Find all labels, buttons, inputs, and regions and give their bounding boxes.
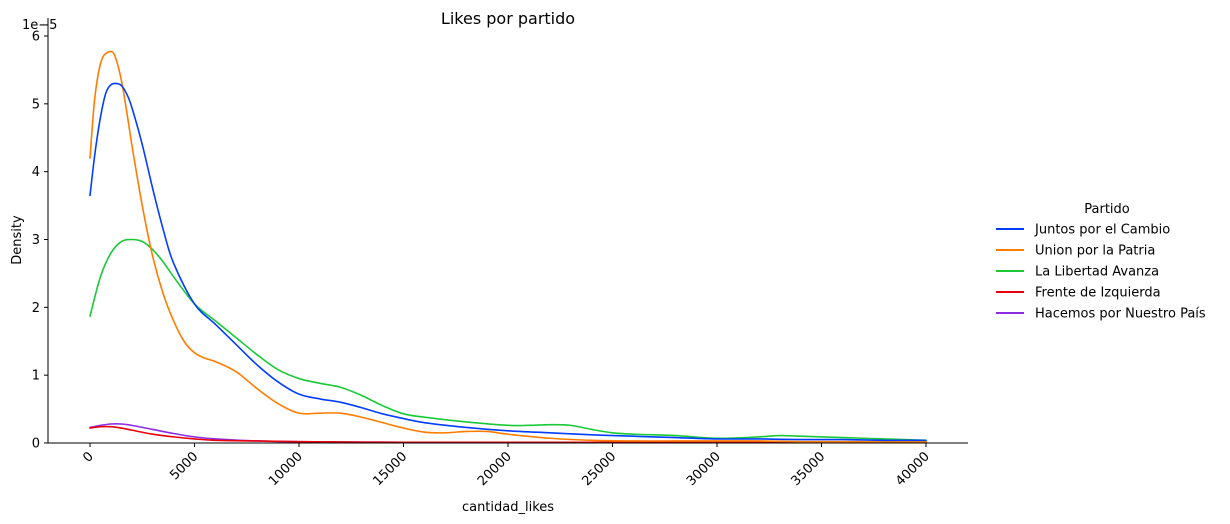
series-lines	[89, 50, 927, 444]
y-tick-label: 4	[32, 165, 40, 180]
legend-label-4: Hacemos por Nuestro País	[1035, 307, 1206, 322]
y-tick-label: 5	[32, 97, 40, 112]
series-line-0	[89, 82, 927, 442]
legend-label-1: Union por la Patria	[1035, 244, 1155, 259]
legend-label-0: Juntos por el Cambio	[1034, 223, 1170, 238]
legend-entries: Juntos por el Cambio Union por la Patria L…	[996, 223, 1206, 322]
series-line-2	[89, 238, 927, 442]
y-axis-ticks: 0 1 2 3 4 5 6	[32, 30, 48, 452]
y-axis-multiplier: 1e−5	[22, 18, 57, 33]
x-tick-label: 25000	[579, 449, 619, 489]
x-tick-label: 40000	[893, 449, 933, 489]
x-axis-title: cantidad_likes	[462, 500, 554, 515]
x-tick-label: 20000	[475, 449, 515, 489]
legend-title: Partido	[1084, 202, 1130, 217]
x-axis-ticks: 0 5000 10000 15000 20000 25000 30000 35000 40000	[80, 443, 933, 489]
series-line-1	[89, 50, 927, 443]
y-tick-label: 3	[32, 233, 40, 248]
x-tick-label: 10000	[266, 449, 306, 489]
legend-label-2: La Libertad Avanza	[1035, 265, 1159, 280]
x-tick-label: 15000	[370, 449, 410, 489]
legend: Partido Juntos por el Cambio Union por la…	[996, 202, 1206, 322]
legend-label-3: Frente de Izquierda	[1035, 286, 1161, 301]
y-tick-label: 2	[32, 301, 40, 316]
y-axis-title: Density	[10, 215, 25, 265]
x-tick-label: 35000	[788, 449, 828, 489]
x-tick-label: 5000	[167, 449, 201, 483]
chart-title: Likes por partido	[441, 9, 575, 28]
x-tick-label: 30000	[684, 449, 724, 489]
x-tick-label: 0	[80, 449, 96, 465]
y-tick-label: 0	[32, 437, 40, 452]
y-tick-label: 1	[32, 369, 40, 384]
y-tick-label: 6	[32, 30, 40, 45]
series-line-3	[89, 425, 927, 444]
